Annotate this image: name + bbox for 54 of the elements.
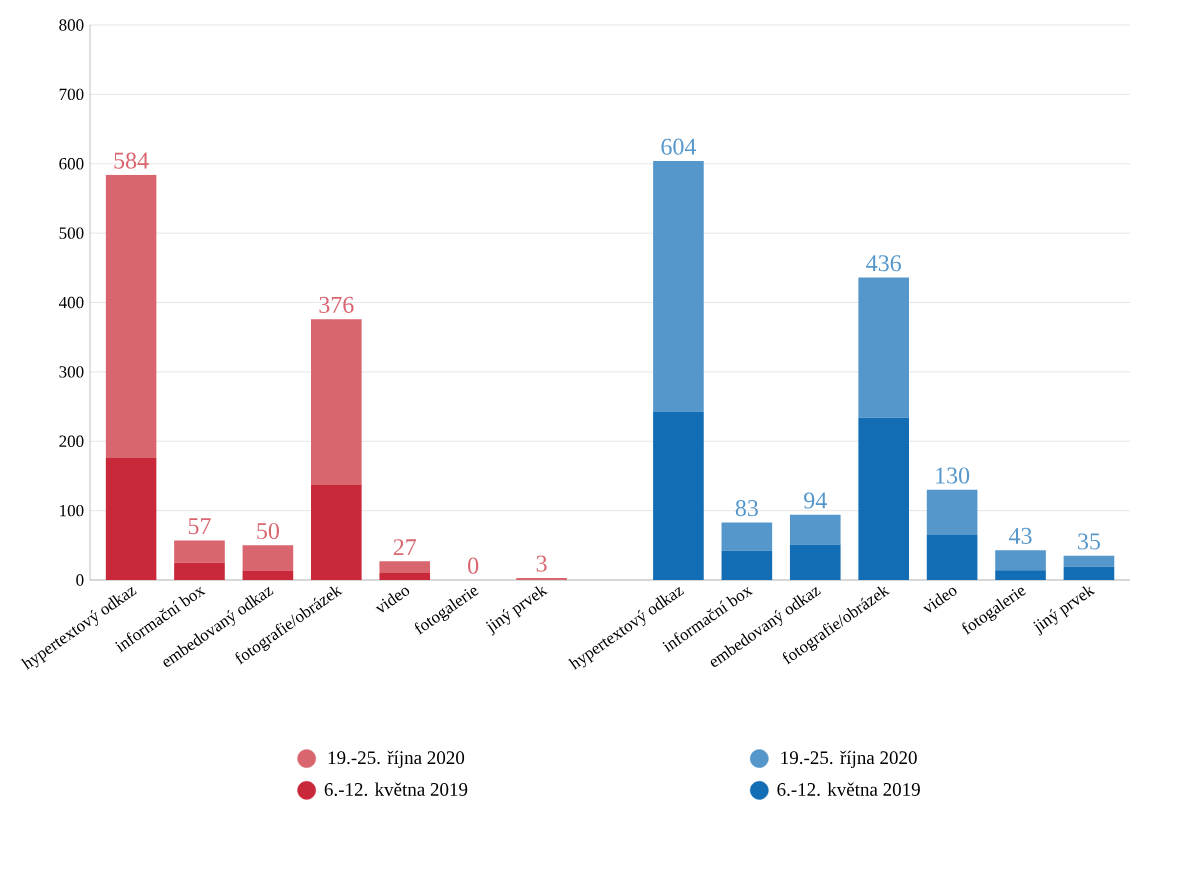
bar	[721, 550, 773, 580]
total-label: 94	[804, 492, 827, 509]
bar	[858, 277, 909, 418]
total-label: 83	[735, 500, 758, 517]
y-tick-label: 400	[58, 296, 84, 309]
bar	[1063, 566, 1115, 580]
bar	[379, 561, 431, 574]
bar	[174, 540, 225, 563]
total-label: 604	[661, 138, 697, 155]
total-label: 436	[866, 255, 901, 272]
x-tick-label: video	[375, 587, 410, 613]
y-tick-label: 300	[59, 366, 84, 378]
total-label: 584	[114, 152, 149, 169]
y-tick-label: 800	[59, 19, 84, 31]
bar	[858, 417, 909, 580]
total-label: 57	[188, 518, 211, 535]
total-label: 376	[319, 296, 354, 313]
total-label: 0	[468, 557, 479, 574]
bar	[105, 174, 157, 458]
bar	[789, 514, 841, 545]
y-tick-label: 500	[59, 227, 84, 239]
bar	[379, 573, 431, 580]
bar	[789, 544, 841, 580]
bar	[516, 577, 567, 580]
y-tick-label: 0	[76, 574, 84, 586]
bar	[174, 562, 225, 580]
total-label: 50	[257, 522, 279, 540]
bar	[721, 522, 773, 551]
bar	[311, 484, 362, 580]
y-tick-label: 600	[59, 158, 84, 170]
total-label: 130	[936, 467, 970, 484]
total-label: 3	[536, 555, 547, 572]
bar	[995, 550, 1046, 571]
total-label: 27	[393, 539, 417, 556]
total-label: 43	[1009, 527, 1032, 544]
total-label: 35	[1078, 533, 1101, 550]
legend-label: 6.-12. května 2019	[324, 782, 468, 796]
bar	[926, 534, 978, 580]
bar	[105, 457, 157, 580]
bar	[653, 411, 704, 580]
y-tick-label: 200	[59, 435, 84, 447]
bar	[311, 319, 362, 485]
bar	[653, 160, 704, 412]
bar	[995, 570, 1046, 580]
bar	[1063, 555, 1115, 567]
y-tick-label: 100	[60, 504, 84, 517]
bar	[242, 570, 294, 580]
legend-label: 19.-25. října 2020	[328, 750, 465, 768]
y-tick-label: 700	[59, 88, 84, 101]
bar	[926, 489, 978, 535]
legend-label: 6.-12. května 2019	[777, 782, 920, 796]
legend-label: 19.-25. října 2020	[781, 750, 917, 768]
bar	[242, 545, 294, 571]
x-tick-label: video	[922, 587, 957, 613]
